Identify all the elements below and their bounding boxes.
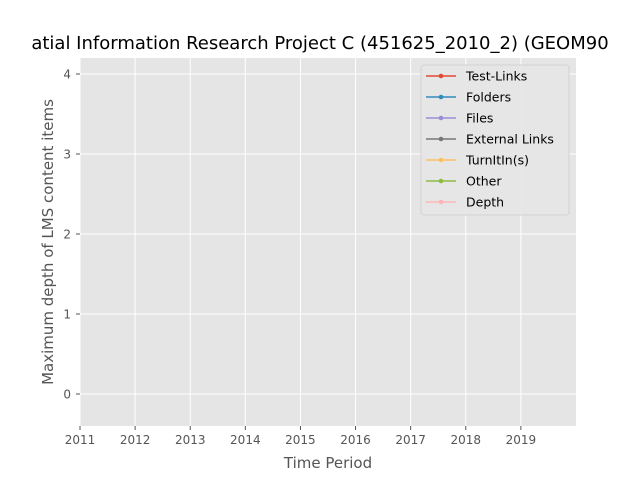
y-axis-label: Maximum depth of LMS content items: [39, 99, 57, 385]
x-tick-label: 2015: [285, 433, 316, 447]
legend-marker: [438, 178, 444, 184]
x-axis-label: Time Period: [283, 454, 372, 472]
x-axis-ticks: 2011 2012 2013 2014 2015 2016 2017 2018 2019: [65, 426, 536, 447]
legend-marker: [438, 73, 444, 79]
y-tick-label: 2: [63, 228, 71, 242]
legend-marker: [438, 157, 444, 163]
y-tick-label: 0: [63, 388, 71, 402]
legend-label: Folders: [466, 90, 511, 105]
y-tick-label: 4: [63, 68, 71, 82]
x-tick-label: 2018: [451, 433, 482, 447]
legend: Test-Links Folders Files External Links Turn…: [420, 64, 570, 216]
legend-label: Depth: [466, 195, 504, 210]
legend-label: Test-Links: [465, 69, 527, 84]
legend-marker: [438, 94, 444, 100]
x-tick-label: 2011: [65, 433, 96, 447]
x-tick-label: 2019: [506, 433, 537, 447]
y-tick-label: 1: [63, 308, 71, 322]
legend-label: Files: [466, 111, 493, 126]
legend-label: TurnItIn(s): [465, 153, 529, 168]
chart-title: atial Information Research Project C (45…: [31, 33, 608, 54]
x-tick-label: 2013: [175, 433, 206, 447]
y-tick-label: 3: [63, 148, 71, 162]
legend-marker: [438, 115, 444, 121]
x-tick-label: 2014: [230, 433, 261, 447]
y-axis-ticks: 0 1 2 3 4: [63, 68, 80, 402]
legend-label: External Links: [466, 132, 554, 147]
legend-marker: [438, 199, 444, 205]
x-tick-label: 2016: [340, 433, 371, 447]
x-tick-label: 2012: [120, 433, 151, 447]
legend-label: Other: [466, 174, 502, 189]
legend-marker: [438, 136, 444, 142]
x-tick-label: 2017: [395, 433, 426, 447]
legend-box: [420, 64, 570, 216]
